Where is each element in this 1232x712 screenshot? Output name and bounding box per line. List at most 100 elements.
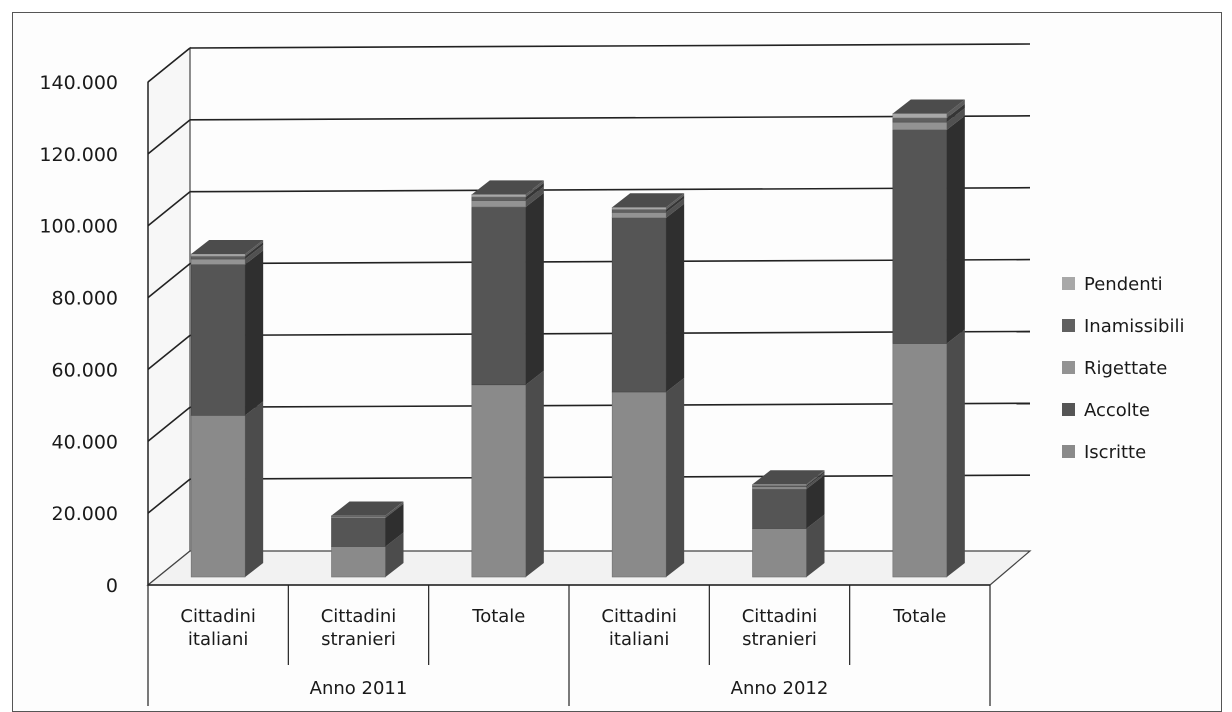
category-label-line: Totale <box>892 606 946 627</box>
bar-side-inamissibili <box>525 182 544 201</box>
bar-segment-accolte <box>892 129 948 344</box>
bar-segment-iscritte <box>892 343 948 578</box>
bar-side-inamissibili <box>806 471 825 487</box>
bar-segment-rigettate <box>611 212 667 219</box>
bar-side-iscritte <box>806 514 825 577</box>
bar-segment-iscritte <box>190 415 246 578</box>
bar-segment-accolte <box>331 517 386 547</box>
bar-side-accolte <box>946 115 965 344</box>
y-tick-label: 0 <box>106 575 118 597</box>
bar-top <box>892 99 965 114</box>
bar-side-accolte <box>525 192 544 385</box>
gridline-side <box>147 191 191 227</box>
gridline-back <box>189 474 1031 480</box>
gridline-back <box>189 330 1031 337</box>
bar-segment-iscritte <box>611 391 667 578</box>
bar-segment-accolte <box>190 264 246 416</box>
bar-side-iscritte <box>666 377 685 577</box>
bar-side-rigettate <box>525 186 544 207</box>
bar-top <box>331 501 404 516</box>
bar-side-pendenti <box>525 180 544 197</box>
bar-segment-iscritte <box>331 546 386 578</box>
bar-top <box>471 180 544 195</box>
group-label: Anno 2012 <box>731 678 829 699</box>
bar-segment-pendenti <box>471 194 527 198</box>
legend-label: Pendenti <box>1084 274 1163 295</box>
category-label-line: Cittadini <box>321 606 397 627</box>
category-label-line: Cittadini <box>601 606 677 627</box>
y-tick-label: 20.000 <box>52 503 118 525</box>
category-label: Cittadini stranieri <box>742 606 818 650</box>
bar-side-inamissibili <box>946 103 965 123</box>
category-label: Cittadini italiani <box>601 606 677 650</box>
y-tick-label: 100.000 <box>39 216 118 238</box>
gridline-back <box>189 402 1031 409</box>
bar-top <box>612 193 685 208</box>
y-tick-label: 60.000 <box>52 359 118 381</box>
bar-side-inamissibili <box>666 195 685 213</box>
bar-segment-accolte <box>611 217 667 393</box>
bar-side-pendenti <box>385 501 404 516</box>
bar-segment-rigettate <box>752 486 807 490</box>
category-label: Totale <box>471 606 525 627</box>
bar-side-inamissibili <box>385 501 404 517</box>
category-label-line: Cittadini <box>180 606 256 627</box>
bar-side-iscritte <box>385 532 404 577</box>
legend-label: Accolte <box>1084 400 1150 421</box>
y-tick-label: 40.000 <box>52 431 118 453</box>
gridline-side <box>147 334 191 371</box>
bar-segment-iscritte <box>471 384 527 578</box>
gridline-side <box>147 47 191 83</box>
legend-label: Inamissibili <box>1084 316 1184 337</box>
bar-side-pendenti <box>666 193 685 210</box>
gridline-side <box>147 262 191 299</box>
bar-side-rigettate <box>245 245 264 265</box>
bar-side-accolte <box>245 250 264 416</box>
bar-side-pendenti <box>245 240 264 257</box>
bar-segment-rigettate <box>892 121 948 130</box>
bar-side-pendenti <box>946 99 965 118</box>
legend-swatch <box>1062 277 1075 290</box>
legend-label: Iscritte <box>1084 442 1146 463</box>
legend-label: Rigettate <box>1084 358 1167 379</box>
bar-segment-pendenti <box>190 253 246 257</box>
gridline-back <box>189 258 1031 265</box>
legend-swatch <box>1062 361 1075 374</box>
bar-side-accolte <box>385 503 404 547</box>
bar-segment-iscritte <box>752 528 807 578</box>
bar-segment-inamissibili <box>892 117 948 123</box>
bar-side-accolte <box>806 474 825 529</box>
y-tick-label: 140.000 <box>39 72 118 94</box>
category-label-line: stranieri <box>321 629 396 650</box>
bar-segment-pendenti <box>752 484 807 486</box>
bar-segment-inamissibili <box>471 196 527 201</box>
category-label-line: stranieri <box>742 629 817 650</box>
bar-segment-inamissibili <box>611 209 667 213</box>
bar-side-iscritte <box>525 370 544 577</box>
category-label-line: Totale <box>471 606 525 627</box>
legend-swatch <box>1062 403 1075 416</box>
bar-top <box>191 240 264 255</box>
category-label: Cittadini italiani <box>180 606 256 650</box>
gridline-back <box>189 43 1031 49</box>
bar-segment-pendenti <box>331 515 386 517</box>
gridline-back <box>189 115 1031 121</box>
bar-segment-accolte <box>752 488 807 529</box>
side-wall <box>147 46 191 587</box>
bar-side-rigettate <box>666 198 685 218</box>
category-label-line: italiani <box>188 629 249 650</box>
bar-side-iscritte <box>245 401 264 577</box>
gridline-side <box>147 478 191 514</box>
bar-top <box>752 470 825 485</box>
bar-segment-rigettate <box>190 258 246 265</box>
category-label-line: Cittadini <box>742 606 818 627</box>
category-label-line: italiani <box>609 629 670 650</box>
category-label: Cittadini stranieri <box>321 606 397 650</box>
category-label: Totale <box>892 606 946 627</box>
bar-segment-inamissibili <box>190 255 246 260</box>
y-tick-label: 120.000 <box>39 144 118 166</box>
bar-side-rigettate <box>946 108 965 130</box>
bar-side-inamissibili <box>245 242 264 260</box>
group-label: Anno 2011 <box>310 678 408 699</box>
